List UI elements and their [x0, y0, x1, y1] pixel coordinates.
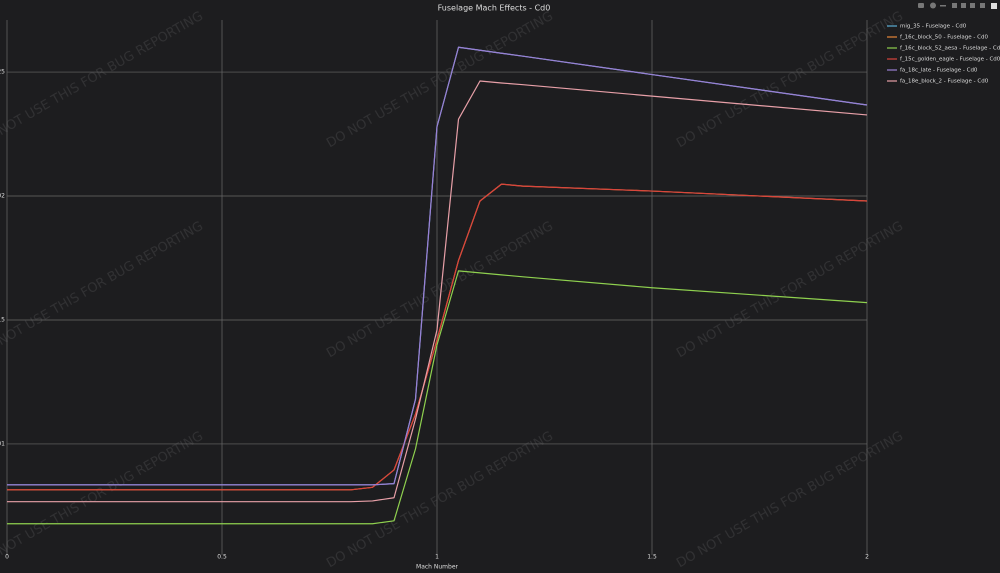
x-tick-label: 1.5 — [647, 554, 657, 561]
plotly-logo[interactable] — [991, 3, 997, 9]
y-tick-label: 0.025 — [0, 69, 5, 76]
legend-label: f_15c_golden_eagle - Fuselage - Cd0 — [900, 57, 1000, 63]
legend-label: f_16c_block_52_aesa - Fuselage - Cd0 — [900, 46, 1000, 52]
x-tick-label: 0.5 — [217, 554, 227, 561]
series-line — [7, 183, 868, 491]
pan-button[interactable] — [940, 5, 946, 7]
legend-label: f_16c_block_50 - Fuselage - Cd0 — [900, 35, 988, 41]
lines — [7, 46, 868, 525]
series-line — [7, 80, 868, 503]
legend-label: mig_35 - Fuselage - Cd0 — [900, 24, 967, 30]
camera-button[interactable] — [918, 3, 924, 8]
legend-label: fa_18c_late - Fuselage - Cd0 — [900, 68, 978, 74]
x-tick-label: 1 — [435, 554, 439, 561]
y-tick-label: 0.01 — [0, 440, 5, 447]
zoom-in-button[interactable] — [952, 3, 957, 8]
y-tick-label: 0.02 — [0, 193, 5, 200]
x-tick-label: 2 — [865, 554, 869, 561]
series-line — [7, 46, 868, 486]
zoom-button[interactable] — [930, 2, 936, 9]
chart-title: Fuselage Mach Effects - Cd0 — [438, 4, 551, 13]
zoom-out-button[interactable] — [961, 3, 966, 8]
x-tick-label: 0 — [5, 554, 9, 561]
legend-label: fa_18e_block_2 - Fuselage - Cd0 — [900, 79, 989, 85]
autoscale-button[interactable] — [970, 3, 975, 8]
series-line — [7, 270, 868, 525]
y-tick-label: 0.015 — [0, 316, 5, 323]
x-axis-title: Mach Number — [416, 564, 458, 571]
grid — [6, 20, 868, 555]
modebar[interactable] — [918, 2, 997, 10]
reset-button[interactable] — [980, 3, 985, 8]
legend: mig_35 - Fuselage - Cd0 f_16c_block_50 - … — [887, 24, 1000, 85]
labels: 0.01 0.015 0.02 0.025 0 0.5 1 1.5 2 — [0, 69, 869, 561]
